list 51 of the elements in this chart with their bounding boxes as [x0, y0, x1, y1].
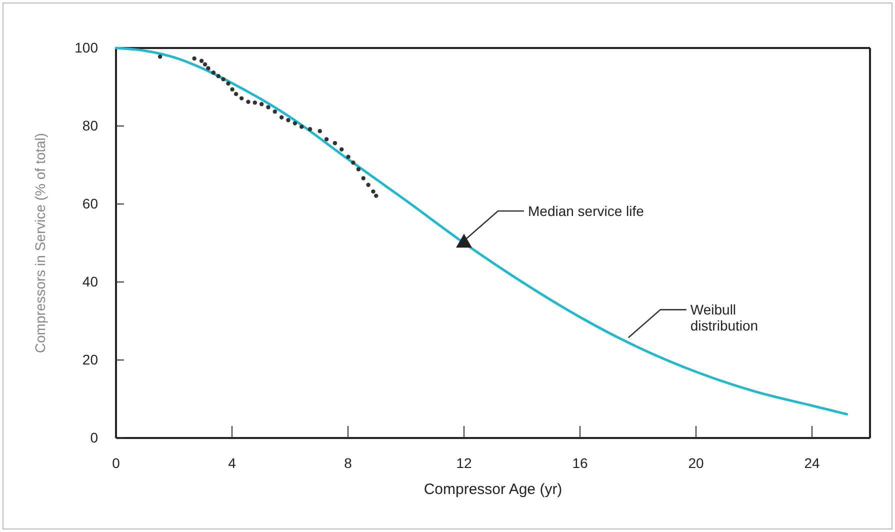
point: [221, 77, 226, 82]
point: [272, 109, 278, 114]
point: [279, 115, 284, 120]
line-series: [114, 46, 848, 416]
point: [266, 105, 270, 110]
point: [230, 87, 234, 92]
point: [216, 74, 220, 78]
x-axis-title: Compressor Age (yr): [424, 481, 562, 498]
point: [206, 66, 210, 70]
x-tick-label: 0: [112, 454, 120, 471]
point: [318, 128, 322, 134]
x-tick-label: 8: [344, 454, 352, 471]
y-tick-label: 0: [90, 429, 98, 446]
x-tick-label: 24: [804, 454, 820, 471]
y-tick-label: 80: [82, 117, 98, 134]
y-tick-label: 40: [82, 273, 98, 290]
x-tick-label: 12: [456, 454, 472, 471]
annotation: Median service life: [528, 203, 644, 219]
point: [371, 189, 376, 194]
point: [292, 121, 298, 126]
point: [199, 58, 204, 63]
point: [259, 102, 264, 106]
point: [234, 92, 238, 96]
point: [356, 167, 361, 172]
point: [286, 118, 290, 122]
point: [340, 147, 344, 152]
point: [324, 137, 329, 142]
point: [299, 124, 304, 129]
point: [202, 62, 208, 66]
point: [346, 154, 350, 159]
x-tick-label: 16: [572, 454, 588, 471]
point: [308, 127, 312, 132]
y-tick-label: 60: [82, 195, 98, 212]
x-tick-label: 4: [228, 454, 236, 471]
point: [211, 70, 216, 75]
y-tick-label: 20: [82, 351, 98, 368]
point: [246, 100, 250, 104]
point: [252, 100, 258, 105]
point: [374, 194, 378, 198]
point: [226, 81, 230, 86]
point: [158, 54, 162, 59]
annotation: Weibull distribution: [690, 302, 758, 334]
point: [351, 160, 356, 165]
point: [366, 182, 370, 187]
y-axis-title: Compressors in Service (% of total): [32, 132, 48, 354]
point: [361, 176, 366, 180]
point: [239, 96, 244, 100]
point: [192, 56, 196, 61]
point: [332, 141, 338, 146]
x-tick-label: 20: [688, 454, 704, 471]
y-tick-label: 100: [74, 39, 98, 56]
